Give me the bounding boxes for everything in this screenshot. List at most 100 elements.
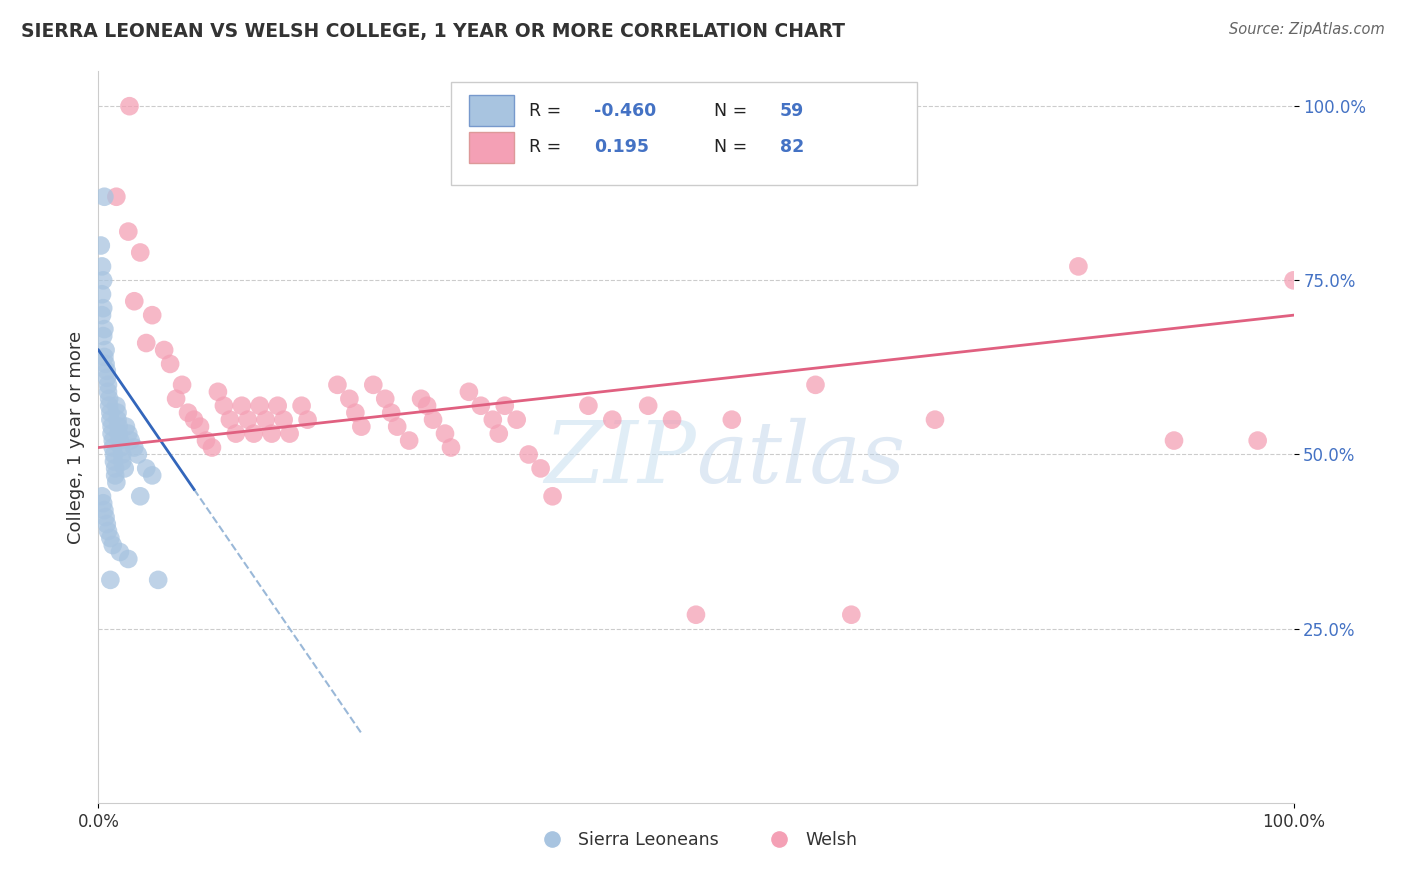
Point [94, 510, 117, 524]
Point [108, 545, 131, 559]
Point [91, 489, 114, 503]
Point [841, 607, 863, 622]
Text: N =: N = [714, 138, 752, 156]
Text: 82: 82 [779, 138, 804, 156]
Point [685, 607, 707, 622]
Point [517, 448, 540, 462]
Point [96, 517, 118, 532]
Point [1163, 434, 1185, 448]
Point [470, 399, 492, 413]
Point [398, 434, 420, 448]
Point [96, 364, 118, 378]
Point [363, 377, 385, 392]
Point [129, 489, 152, 503]
Point [111, 454, 134, 468]
Point [434, 426, 457, 441]
Point [97, 384, 120, 399]
Point [339, 392, 361, 406]
Point [530, 461, 553, 475]
Point [225, 426, 247, 441]
Text: -0.460: -0.460 [595, 102, 657, 120]
Point [243, 426, 266, 441]
Point [124, 441, 146, 455]
Point [114, 461, 136, 475]
Point [721, 412, 744, 426]
Point [411, 392, 433, 406]
Point [117, 552, 139, 566]
FancyBboxPatch shape [451, 82, 917, 185]
Point [100, 419, 122, 434]
Point [91, 496, 114, 510]
Point [93, 503, 115, 517]
Point [91, 273, 114, 287]
Point [101, 434, 124, 448]
Point [541, 489, 564, 503]
Point [602, 412, 624, 426]
Point [108, 434, 131, 448]
Point [183, 412, 205, 426]
Point [103, 448, 125, 462]
Point [273, 412, 295, 426]
Point [1247, 434, 1270, 448]
Point [97, 377, 120, 392]
Point [488, 426, 510, 441]
Point [1067, 260, 1090, 274]
Point [91, 329, 114, 343]
Text: SIERRA LEONEAN VS WELSH COLLEGE, 1 YEAR OR MORE CORRELATION CHART: SIERRA LEONEAN VS WELSH COLLEGE, 1 YEAR … [21, 22, 845, 41]
Point [129, 245, 152, 260]
Point [159, 357, 181, 371]
Point [101, 441, 124, 455]
Point [153, 343, 176, 357]
Point [804, 377, 827, 392]
Point [97, 524, 120, 538]
Point [506, 412, 529, 426]
Point [236, 412, 259, 426]
Point [105, 475, 128, 490]
Point [219, 412, 242, 426]
Text: 0.195: 0.195 [595, 138, 650, 156]
Point [637, 399, 659, 413]
Point [98, 573, 122, 587]
Point [111, 448, 134, 462]
Point [96, 371, 118, 385]
Point [117, 225, 139, 239]
Point [188, 419, 211, 434]
Point [98, 406, 122, 420]
Point [107, 426, 129, 441]
Point [127, 448, 149, 462]
Point [93, 322, 115, 336]
Point [98, 399, 121, 413]
Text: N =: N = [714, 102, 752, 120]
Point [297, 412, 319, 426]
Point [91, 301, 114, 316]
Legend: Sierra Leoneans, Welsh: Sierra Leoneans, Welsh [527, 824, 865, 856]
Point [107, 412, 129, 426]
Point [93, 190, 115, 204]
Point [249, 399, 271, 413]
Point [110, 441, 132, 455]
Point [91, 308, 114, 322]
Point [481, 412, 505, 426]
Text: 59: 59 [779, 102, 804, 120]
Text: Source: ZipAtlas.com: Source: ZipAtlas.com [1229, 22, 1385, 37]
Point [103, 454, 125, 468]
Text: atlas: atlas [696, 417, 905, 500]
Point [1282, 273, 1305, 287]
Point [104, 461, 127, 475]
Point [105, 190, 128, 204]
Point [118, 99, 141, 113]
Point [98, 412, 122, 426]
Point [91, 287, 114, 301]
Point [98, 531, 122, 545]
Point [148, 573, 170, 587]
Point [385, 419, 409, 434]
Point [107, 419, 129, 434]
Point [105, 399, 128, 413]
Point [201, 441, 224, 455]
Text: R =: R = [529, 102, 567, 120]
Point [91, 260, 114, 274]
Point [231, 399, 253, 413]
Point [94, 343, 117, 357]
Point [374, 392, 396, 406]
Point [90, 238, 112, 252]
